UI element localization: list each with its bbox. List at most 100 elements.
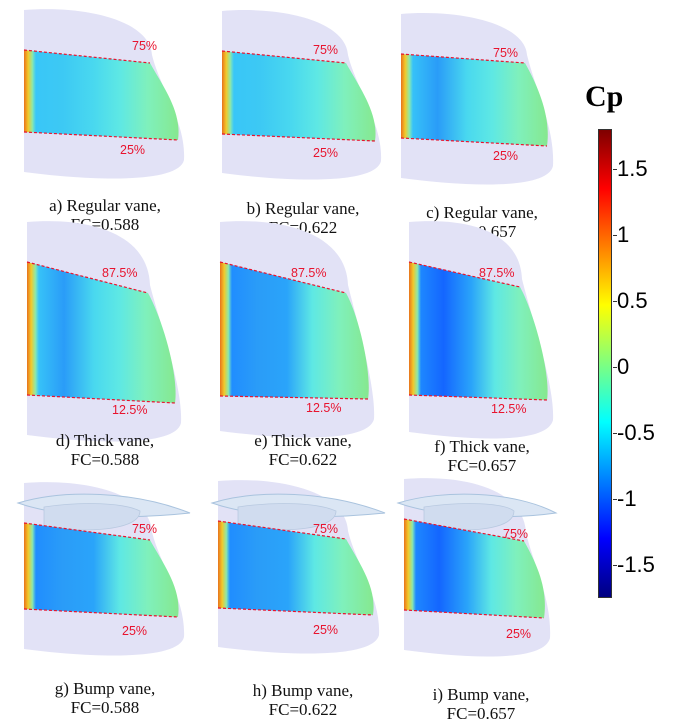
cp-contour-field <box>24 50 179 140</box>
top-span-label: 75% <box>503 527 529 541</box>
colorbar-tick-label: -0.5 <box>617 419 655 445</box>
caption-line-1: a) Regular vane, <box>49 196 161 215</box>
colorbar-tick-mark <box>613 498 617 500</box>
panel-caption: f) Thick vane, FC=0.657 <box>397 437 567 475</box>
panel-caption: b) Regular vane, FC=0.622 <box>218 199 388 237</box>
cp-contour-field <box>409 262 548 400</box>
top-span-line <box>400 53 526 64</box>
contour-panel-b: 75% 25% b) Regular vane, FC=0.622 <box>218 8 388 248</box>
contour-panel-i: 75% 25% i) Bump vane, FC=0.657 <box>388 478 570 723</box>
bottom-span-line <box>400 137 548 147</box>
contour-panel-a: 75% 25% a) Regular vane, FC=0.588 <box>20 8 190 248</box>
contour-panel-d: 87.5% 12.5% d) Thick vane, FC=0.588 <box>20 221 190 475</box>
cp-contour-field <box>27 262 176 403</box>
bottom-span-label: 25% <box>493 149 519 163</box>
contour-panel-h: 75% 25% h) Bump vane, FC=0.622 <box>198 480 388 719</box>
cp-contour-field <box>218 521 374 615</box>
colorbar-tick-label: -1.5 <box>617 551 655 577</box>
colorbar-tick-label: 0 <box>617 353 630 379</box>
bottom-span-line <box>221 133 376 142</box>
top-span-label: 87.5% <box>291 266 327 280</box>
colorbar-tick-mark <box>613 234 617 236</box>
contour-plot-d <box>26 221 182 442</box>
panel-caption: d) Thick vane, FC=0.588 <box>20 431 190 469</box>
contour-plot-a <box>23 9 185 179</box>
top-span-label: 87.5% <box>479 266 515 280</box>
top-span-line <box>26 261 149 294</box>
leading-edge-high-pressure <box>220 262 232 399</box>
top-span-line <box>219 261 347 294</box>
bottom-span-label: 25% <box>313 146 339 160</box>
top-span-label: 87.5% <box>102 266 138 280</box>
contour-panel-c: 75% 25% c) Regular vane, FC=0.657 <box>397 8 567 248</box>
colorbar-tick-mark <box>613 366 617 368</box>
caption-line-1: h) Bump vane, <box>252 681 354 700</box>
contour-plot-h <box>210 480 386 654</box>
top-span-line <box>23 522 151 541</box>
colorbar-tick-label: -1 <box>617 485 637 511</box>
caption-line-1: i) Bump vane, <box>432 685 530 704</box>
bottom-span-line <box>23 131 179 141</box>
contour-plot-e <box>219 221 375 438</box>
leading-edge-high-pressure <box>24 523 36 617</box>
caption-line-2: FC=0.588 <box>70 450 140 469</box>
top-span-line <box>403 518 525 542</box>
bottom-span-label: 12.5% <box>491 402 527 416</box>
top-span-line <box>221 50 347 64</box>
panel-caption: h) Bump vane, FC=0.622 <box>218 681 388 719</box>
contour-panel-f: 87.5% 12.5% f) Thick vane, FC=0.657 <box>397 221 567 485</box>
bottom-span-label: 25% <box>120 143 146 157</box>
colorbar-tick-label: 1 <box>617 221 630 247</box>
caption-line-1: f) Thick vane, <box>434 437 530 456</box>
bottom-span-label: 25% <box>506 627 532 641</box>
cp-contour-field <box>222 51 376 141</box>
top-span-line <box>217 520 347 540</box>
cp-contour-field <box>220 262 369 399</box>
leading-edge-high-pressure <box>218 521 230 615</box>
leading-edge-high-pressure <box>27 262 39 403</box>
contour-plot-g <box>16 482 191 656</box>
top-span-line <box>408 261 521 288</box>
contour-plot-i <box>396 478 558 657</box>
bottom-span-label: 12.5% <box>112 403 148 417</box>
colorbar-tick-label: 0.5 <box>617 287 648 313</box>
caption-line-2: FC=0.622 <box>268 450 338 469</box>
cp-contour-field <box>24 523 179 617</box>
bottom-span-label: 25% <box>122 624 148 638</box>
contour-plot-b <box>221 10 382 180</box>
caption-line-1: g) Bump vane, <box>54 679 156 698</box>
leading-edge-high-pressure <box>401 54 413 146</box>
top-span-label: 75% <box>313 522 339 536</box>
colorbar <box>598 129 612 598</box>
top-span-label: 75% <box>313 43 339 57</box>
colorbar-tick-mark <box>613 564 617 566</box>
bottom-span-label: 25% <box>313 623 339 637</box>
panel-caption: e) Thick vane, FC=0.622 <box>218 431 388 469</box>
top-span-line <box>23 49 151 64</box>
top-span-label: 75% <box>493 46 519 60</box>
contour-plot-f <box>408 221 554 439</box>
top-span-label: 75% <box>132 39 158 53</box>
bottom-span-label: 12.5% <box>306 401 342 415</box>
contour-plot-c <box>400 13 554 185</box>
colorbar-tick-mark <box>613 300 617 302</box>
bottom-span-line <box>217 607 374 616</box>
leading-edge-high-pressure <box>24 50 36 140</box>
cp-contour-field <box>401 54 548 146</box>
leading-edge-high-pressure <box>409 262 421 400</box>
colorbar-tick-mark <box>613 168 617 170</box>
contour-panel-e: 87.5% 12.5% e) Thick vane, FC=0.622 <box>218 221 388 475</box>
cp-contour-field <box>404 519 545 618</box>
contour-panel-g: 75% 25% g) Bump vane, FC=0.588 <box>8 482 191 717</box>
panel-caption: g) Bump vane, FC=0.588 <box>20 679 190 717</box>
caption-line-1: d) Thick vane, <box>55 431 155 450</box>
colorbar-tick-label: 1.5 <box>617 155 648 181</box>
caption-line-1: e) Thick vane, <box>254 431 352 450</box>
caption-line-1: c) Regular vane, <box>426 203 538 222</box>
panel-caption: i) Bump vane, FC=0.657 <box>396 685 566 723</box>
top-span-label: 75% <box>132 522 158 536</box>
colorbar-title: Cp <box>585 80 624 113</box>
colorbar-tick-mark <box>613 432 617 434</box>
caption-line-2: FC=0.622 <box>268 700 338 719</box>
bottom-span-line <box>408 394 548 401</box>
